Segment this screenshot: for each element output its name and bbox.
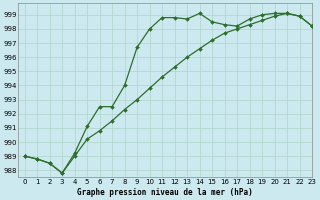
X-axis label: Graphe pression niveau de la mer (hPa): Graphe pression niveau de la mer (hPa) <box>77 188 253 197</box>
